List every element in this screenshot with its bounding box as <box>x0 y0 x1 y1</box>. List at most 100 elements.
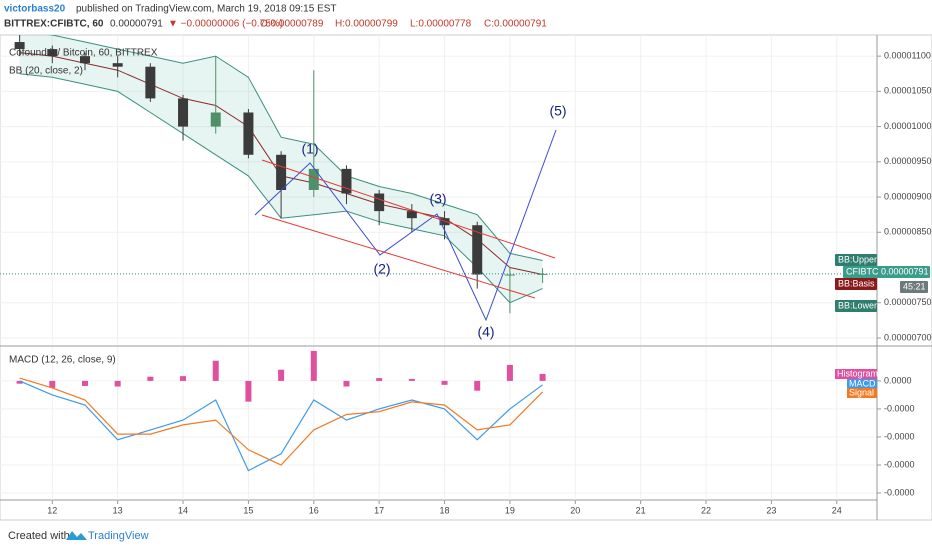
candle-body <box>308 168 319 190</box>
x-tick-label: 22 <box>701 505 711 515</box>
candle-body <box>112 63 123 67</box>
candle-body <box>145 66 156 99</box>
macd-title: MACD (12, 26, close, 9) <box>9 355 116 366</box>
legend-entry: Histogram <box>837 368 878 378</box>
bb-line <box>47 35 543 261</box>
histogram-bar <box>147 376 154 381</box>
legend-bg <box>847 388 877 398</box>
ohlc-close: C:0.00000791 <box>484 19 547 30</box>
countdown-tag: 45:21 <box>903 281 926 291</box>
candle-body <box>276 154 287 190</box>
price-tag: 0.00000791 <box>881 266 929 276</box>
wave-lines <box>254 129 557 322</box>
legend-lower-bg <box>835 300 877 312</box>
y-tick-label: -0.0000 <box>884 487 915 497</box>
wave-label: (2) <box>373 261 390 277</box>
author[interactable]: victorbass20 <box>4 4 66 15</box>
x-tick-label: 12 <box>47 505 57 515</box>
candle-body <box>243 112 254 155</box>
histogram-bar <box>343 380 350 387</box>
x-tick-label: 15 <box>243 505 253 515</box>
ohlc-low: L:0.00000778 <box>410 19 472 30</box>
wave-label: (5) <box>549 103 566 119</box>
overlay: (1) (2) (3) (4) (5) <box>254 103 567 340</box>
histogram-bar <box>16 380 23 384</box>
histogram-bar <box>474 380 481 391</box>
y-tick-label: 0.00001050 <box>884 86 932 96</box>
candle-body <box>210 112 221 127</box>
y-tick-label: -0.0000 <box>884 403 915 413</box>
legend-upper: BB:Upper <box>838 254 877 264</box>
histogram-bar <box>81 380 88 386</box>
x-tick-label: 17 <box>374 505 384 515</box>
candle-body <box>504 274 515 276</box>
brand[interactable]: TradingView <box>88 530 149 542</box>
x-tick-label: 21 <box>636 505 646 515</box>
x-tick-label: 23 <box>766 505 776 515</box>
y-tick-label: 0.00000950 <box>884 156 932 166</box>
candle-body <box>14 42 25 50</box>
histogram-bar <box>441 380 448 385</box>
legend-basis-bg <box>835 278 877 290</box>
pane-title: Cofound.it / Bitcoin, 60, BITTREX <box>9 48 158 59</box>
y-tick-label: 0.00001000 <box>884 121 932 131</box>
histogram-bar <box>539 373 546 381</box>
logo <box>66 531 87 540</box>
macd-pane <box>0 347 876 500</box>
candle-body <box>439 218 450 226</box>
candle-body <box>472 225 483 275</box>
x-tick-label: 13 <box>113 505 123 515</box>
macd-line <box>19 380 543 472</box>
channel-top <box>261 159 556 259</box>
candle-body <box>406 211 417 219</box>
x-tick-label: 18 <box>440 505 450 515</box>
indicator-title: BB (20, close, 2) <box>9 66 83 77</box>
change: ▼ −0.00000006 (−0.75%) <box>168 19 283 30</box>
y-tick-label: -0.0000 <box>884 431 915 441</box>
channel-bottom <box>261 214 536 299</box>
symbol-tag: CFIBTC <box>846 266 879 276</box>
histogram-bar <box>408 378 415 381</box>
bb-line <box>19 73 543 304</box>
legend-upper-bg <box>835 254 877 266</box>
x-tick-label: 16 <box>309 505 319 515</box>
x-tick-label: 19 <box>505 505 515 515</box>
x-tick-label: 14 <box>178 505 188 515</box>
histogram-bar <box>114 380 121 387</box>
published: published on TradingView.com, March 19, … <box>76 4 337 15</box>
legend-bg <box>847 379 877 389</box>
histogram-bar <box>278 369 285 381</box>
y-tick-label: 0.0000 <box>884 375 912 385</box>
price-pane <box>0 35 876 345</box>
candle-body <box>47 49 58 57</box>
created-with: Created with <box>8 530 70 542</box>
ohlc-high: H:0.00000799 <box>335 19 398 30</box>
legend-lower: BB:Lower <box>838 300 877 310</box>
candle-body <box>537 273 548 275</box>
symbol: BITTREX:CFIBTC, 60 <box>4 19 104 30</box>
histogram-bar <box>310 350 317 381</box>
histogram-bar <box>376 378 383 381</box>
frame <box>0 34 932 521</box>
wave-label: (4) <box>477 324 494 340</box>
y-tick-label: 0.00000900 <box>884 191 932 201</box>
x-tick-label: 20 <box>570 505 580 515</box>
legend-basis: BB:Basis <box>838 278 875 288</box>
candle-body <box>178 98 189 127</box>
legend-entry: MACD <box>849 378 876 388</box>
wave-label: (1) <box>301 141 318 157</box>
y-tick-label: 0.00000850 <box>884 227 932 237</box>
wave-label: (3) <box>429 191 446 207</box>
histogram-bar <box>49 380 56 388</box>
candle-body <box>79 56 90 64</box>
candle-body <box>374 193 385 212</box>
y-tick-label: 0.00000750 <box>884 297 932 307</box>
histogram-bar <box>180 376 187 381</box>
y-tick-label: 0.00001100 <box>884 51 931 61</box>
x-tick-label: 24 <box>832 505 842 515</box>
candle-body <box>341 168 352 194</box>
countdown-tag-bg <box>900 281 928 293</box>
y-tick-label: -0.0000 <box>884 459 915 469</box>
